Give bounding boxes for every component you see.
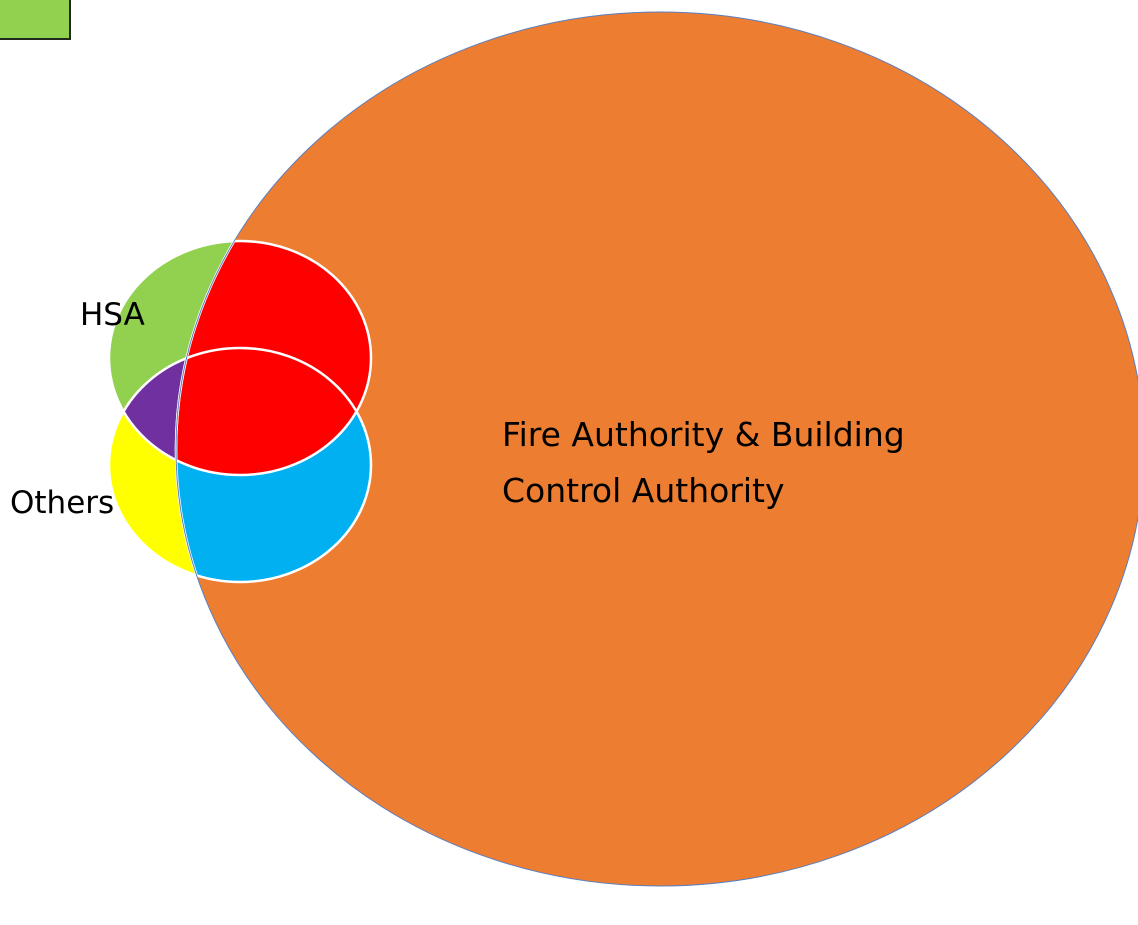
hsa-outline	[107, 239, 373, 477]
others-label: Others	[10, 485, 114, 521]
overlap-all	[176, 348, 371, 475]
corner-box	[0, 0, 71, 40]
fire-authority-circle	[176, 12, 1138, 886]
fire-authority-outline	[175, 11, 1138, 887]
others-outline	[107, 346, 373, 584]
fire-authority-label-line1: Fire Authority & Building	[502, 415, 905, 454]
hsa-label: HSA	[80, 297, 145, 333]
fire-authority-label-line2: Control Authority	[502, 471, 785, 510]
